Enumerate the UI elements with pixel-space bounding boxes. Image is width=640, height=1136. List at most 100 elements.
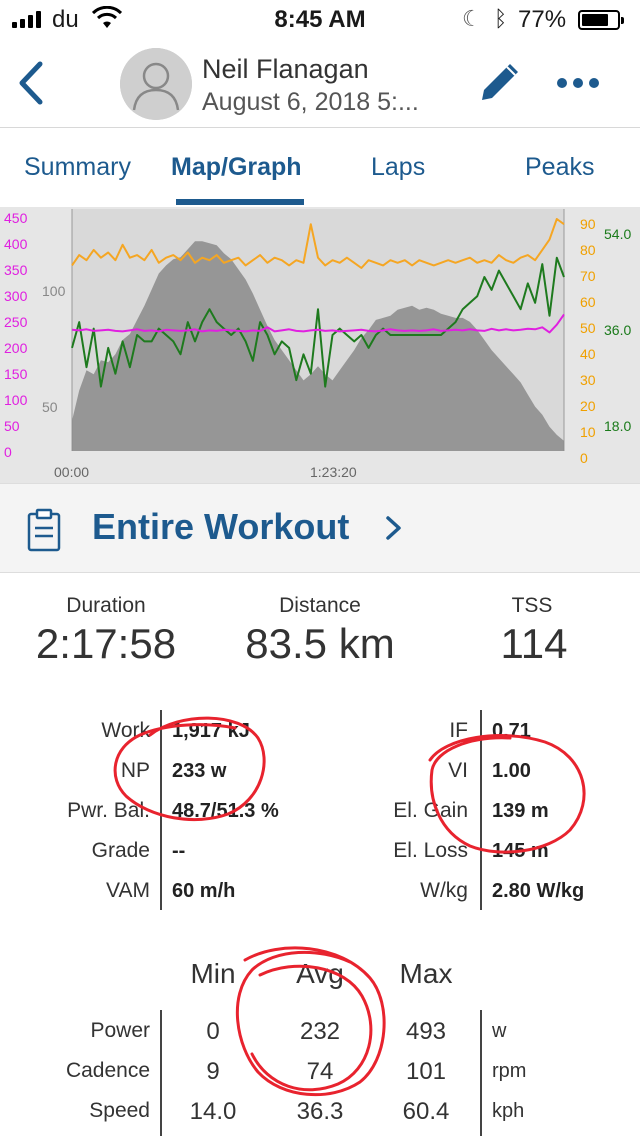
speed-tick-label: 18.0	[604, 418, 631, 434]
ellipsis-icon	[557, 78, 599, 88]
if-value: 0.71	[492, 720, 531, 742]
power-tick-label: 300	[4, 288, 28, 304]
duration-label: Duration	[66, 594, 146, 617]
workout-header: Neil Flanagan August 6, 2018 5:...	[0, 40, 640, 128]
tab-peaks[interactable]: Peaks	[525, 153, 595, 181]
pencil-icon	[482, 64, 518, 100]
vam-value: 60 m/h	[172, 880, 236, 902]
workout-range-label: Entire Workout	[92, 506, 350, 547]
power-tick-label: 400	[4, 236, 28, 252]
workout-chart[interactable]: 450 400 350 300 250 200 150 100 50 0 100 50 90 80 70 60…	[0, 207, 640, 483]
cadence-tick-label: 0	[580, 450, 588, 466]
speed-row-label: Speed	[89, 1099, 150, 1122]
vam-label: VAM	[106, 879, 150, 902]
divider	[480, 710, 482, 910]
workout-selector[interactable]: Entire Workout	[0, 483, 640, 573]
cadence-tick-label: 30	[580, 372, 596, 388]
cadence-unit: rpm	[492, 1060, 527, 1082]
if-label: IF	[449, 719, 468, 742]
divider	[160, 710, 162, 910]
tab-summary[interactable]: Summary	[24, 153, 131, 181]
power-tick-label: 200	[4, 340, 28, 356]
power-min: 0	[206, 1018, 220, 1045]
x-tick-label: 1:23:20	[310, 464, 357, 480]
power-tick-label: 0	[4, 444, 12, 460]
user-icon	[120, 48, 192, 120]
speed-avg: 36.3	[296, 1098, 344, 1125]
cadence-tick-label: 40	[580, 346, 596, 362]
signal-icon	[12, 10, 41, 28]
tab-bar: Summary Map/Graph Laps Peaks	[0, 129, 640, 207]
status-bar: du 8:45 AM ☾ ᛒ 77%	[0, 0, 640, 40]
wifi-icon	[91, 5, 123, 37]
power-tick-label: 150	[4, 366, 28, 382]
power-tick-label: 50	[4, 418, 20, 434]
work-label: Work	[101, 719, 150, 742]
more-button[interactable]	[556, 76, 600, 90]
cadence-series-line	[71, 218, 565, 269]
cadence-tick-label: 20	[580, 398, 596, 414]
back-button[interactable]	[12, 58, 52, 108]
status-time: 8:45 AM	[274, 6, 366, 33]
avg-header: Avg	[296, 958, 344, 989]
power-row-label: Power	[90, 1019, 150, 1042]
power-balance-label: Pwr. Bal.	[67, 799, 150, 822]
divider	[160, 1010, 162, 1136]
tab-laps[interactable]: Laps	[371, 153, 426, 181]
cadence-min: 9	[206, 1058, 220, 1085]
tss-label: TSS	[511, 594, 553, 617]
moon-icon: ☾	[462, 6, 482, 31]
power-tick-label: 250	[4, 314, 28, 330]
athlete-name: Neil Flanagan	[202, 54, 369, 84]
power-balance-value: 48.7/51.3 %	[172, 800, 279, 822]
tab-map-graph[interactable]: Map/Graph	[171, 153, 302, 181]
min-header: Min	[190, 958, 236, 989]
avatar[interactable]	[120, 48, 192, 120]
np-value: 233 w	[172, 760, 227, 782]
speed-series-line	[71, 256, 565, 388]
elevation-tick-label: 100	[42, 283, 66, 299]
workout-date: August 6, 2018 5:...	[202, 88, 419, 116]
speed-unit: kph	[492, 1100, 525, 1122]
power-unit: w	[492, 1020, 507, 1042]
wkg-label: W/kg	[420, 879, 468, 902]
carrier-label: du	[52, 6, 79, 33]
clipboard-icon	[27, 508, 61, 552]
duration-value: 2:17:58	[35, 620, 177, 667]
power-avg: 232	[299, 1018, 341, 1045]
vi-label: VI	[448, 759, 468, 782]
power-tick-label: 100	[4, 392, 28, 408]
annotation-circle	[428, 734, 586, 854]
distance-label: Distance	[279, 594, 361, 617]
battery-icon	[578, 10, 624, 30]
speed-tick-label: 54.0	[604, 226, 631, 242]
active-tab-indicator	[176, 199, 304, 205]
edit-button[interactable]	[474, 58, 524, 108]
cadence-row-label: Cadence	[65, 1059, 150, 1082]
distance-value: 83.5 km	[245, 620, 395, 667]
cadence-tick-label: 60	[580, 294, 596, 310]
speed-min: 14.0	[189, 1098, 237, 1125]
power-tick-label: 450	[4, 210, 28, 226]
elevation-loss-value: 145 m	[492, 840, 549, 862]
chevron-left-icon	[19, 61, 43, 105]
elevation-loss-label: El. Loss	[393, 839, 468, 862]
bluetooth-icon: ᛒ	[494, 6, 508, 31]
elevation-area	[72, 241, 564, 451]
work-value: 1,917 kJ	[172, 720, 250, 742]
cadence-tick-label: 80	[580, 242, 596, 258]
cadence-max: 101	[405, 1058, 447, 1085]
elevation-gain-label: El. Gain	[393, 799, 468, 822]
vi-value: 1.00	[492, 760, 531, 782]
cadence-tick-label: 90	[580, 216, 596, 232]
elevation-tick-label: 50	[42, 399, 58, 415]
cadence-avg: 74	[306, 1058, 334, 1085]
cadence-tick-label: 10	[580, 424, 596, 440]
power-series-line	[71, 313, 565, 334]
power-max: 493	[405, 1018, 447, 1045]
cadence-tick-label: 70	[580, 268, 596, 284]
x-tick-label: 00:00	[54, 464, 89, 480]
chevron-right-icon	[386, 516, 401, 540]
battery-percent: 77%	[518, 6, 567, 33]
np-label: NP	[120, 759, 150, 782]
